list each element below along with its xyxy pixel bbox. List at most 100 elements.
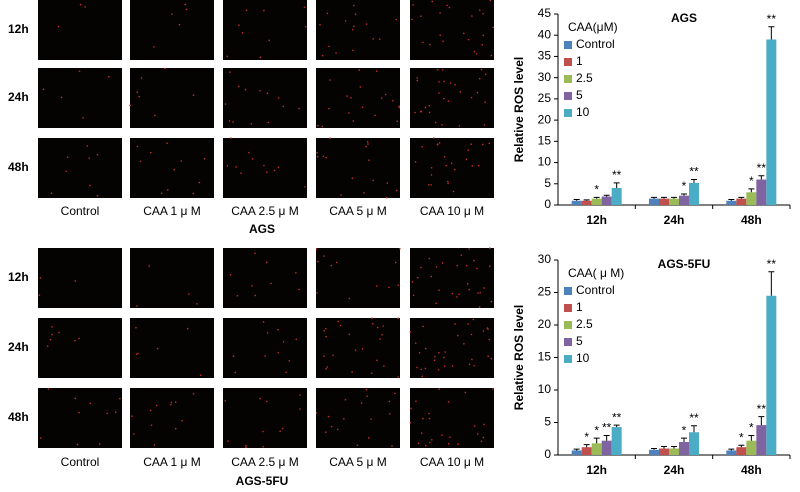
dot	[482, 12, 484, 15]
dot	[327, 415, 330, 418]
dot	[352, 49, 354, 52]
dot	[453, 168, 456, 171]
dot	[321, 125, 324, 128]
significance: **	[689, 411, 699, 425]
micrograph	[130, 138, 214, 198]
dot	[375, 70, 378, 72]
dot	[438, 388, 441, 390]
micrograph	[316, 0, 400, 60]
column-label: CAA 2.5 μ M	[231, 455, 299, 469]
legend-swatch	[564, 338, 572, 346]
micrograph	[316, 68, 400, 128]
dot	[304, 25, 307, 28]
column-label: Control	[61, 455, 100, 469]
dot	[329, 79, 331, 81]
dot	[397, 317, 400, 320]
dot	[420, 15, 422, 18]
error-bar	[768, 26, 775, 40]
error-bar	[651, 448, 657, 450]
bar	[726, 450, 737, 455]
micrograph	[316, 248, 400, 308]
dot	[228, 120, 231, 122]
dot	[160, 192, 163, 195]
dot	[382, 325, 384, 327]
dot	[492, 388, 494, 390]
significance: **	[612, 168, 622, 182]
bar	[649, 449, 659, 455]
legend-label: 1	[576, 300, 583, 314]
dot	[137, 352, 139, 355]
significance: *	[594, 183, 599, 197]
dot	[411, 18, 413, 21]
dot	[398, 106, 401, 109]
dot	[238, 24, 240, 26]
y-tick-label: 45	[538, 6, 552, 20]
bar	[581, 200, 592, 205]
error-bar	[728, 448, 735, 451]
dot	[76, 443, 79, 446]
dot	[174, 401, 177, 403]
dot	[315, 248, 318, 250]
dot	[166, 142, 168, 144]
dot	[230, 137, 232, 139]
dot	[409, 330, 412, 333]
dot	[476, 91, 479, 94]
y-tick-label: 20	[538, 112, 552, 126]
dot	[466, 282, 469, 285]
dot	[351, 177, 354, 180]
bar	[649, 198, 659, 205]
dot	[438, 81, 440, 83]
bar	[669, 198, 679, 205]
dot	[442, 97, 445, 100]
dot	[245, 9, 248, 12]
dot	[203, 157, 206, 160]
legend-swatch	[564, 41, 572, 49]
dot	[473, 364, 475, 367]
dot	[371, 317, 374, 319]
dot	[422, 325, 424, 328]
legend-swatch	[564, 58, 572, 66]
dot	[438, 289, 440, 292]
dot	[78, 337, 80, 340]
dot	[281, 427, 284, 430]
dot	[154, 114, 156, 117]
dot	[458, 293, 460, 296]
dot	[259, 89, 261, 92]
dot	[414, 342, 417, 344]
dot	[263, 9, 265, 12]
micrograph	[130, 388, 214, 448]
dot	[277, 166, 280, 169]
bar	[689, 432, 699, 455]
bar	[756, 179, 767, 205]
micrograph	[130, 0, 214, 60]
dot	[421, 146, 423, 148]
legend-label: 2.5	[576, 71, 593, 85]
micrograph	[410, 248, 494, 308]
dot	[428, 184, 430, 186]
dot	[149, 409, 152, 412]
dot	[434, 121, 437, 124]
dot	[108, 75, 110, 78]
y-tick-label: 20	[538, 317, 552, 331]
dot	[156, 347, 159, 350]
y-tick-label: 25	[538, 91, 552, 105]
dot	[436, 68, 439, 71]
dot	[57, 25, 60, 28]
bar	[736, 198, 747, 205]
dot	[483, 423, 485, 426]
dot	[336, 428, 339, 431]
dot	[198, 181, 201, 184]
dot	[96, 153, 99, 156]
dot	[443, 80, 445, 83]
micrograph	[223, 248, 307, 308]
dot	[420, 266, 422, 269]
dot	[430, 184, 432, 186]
error-bar	[593, 437, 600, 444]
dot	[446, 4, 448, 7]
dot	[66, 156, 69, 159]
dot	[150, 151, 152, 154]
dot	[416, 366, 418, 369]
dot	[438, 351, 440, 354]
dot	[489, 0, 492, 2]
